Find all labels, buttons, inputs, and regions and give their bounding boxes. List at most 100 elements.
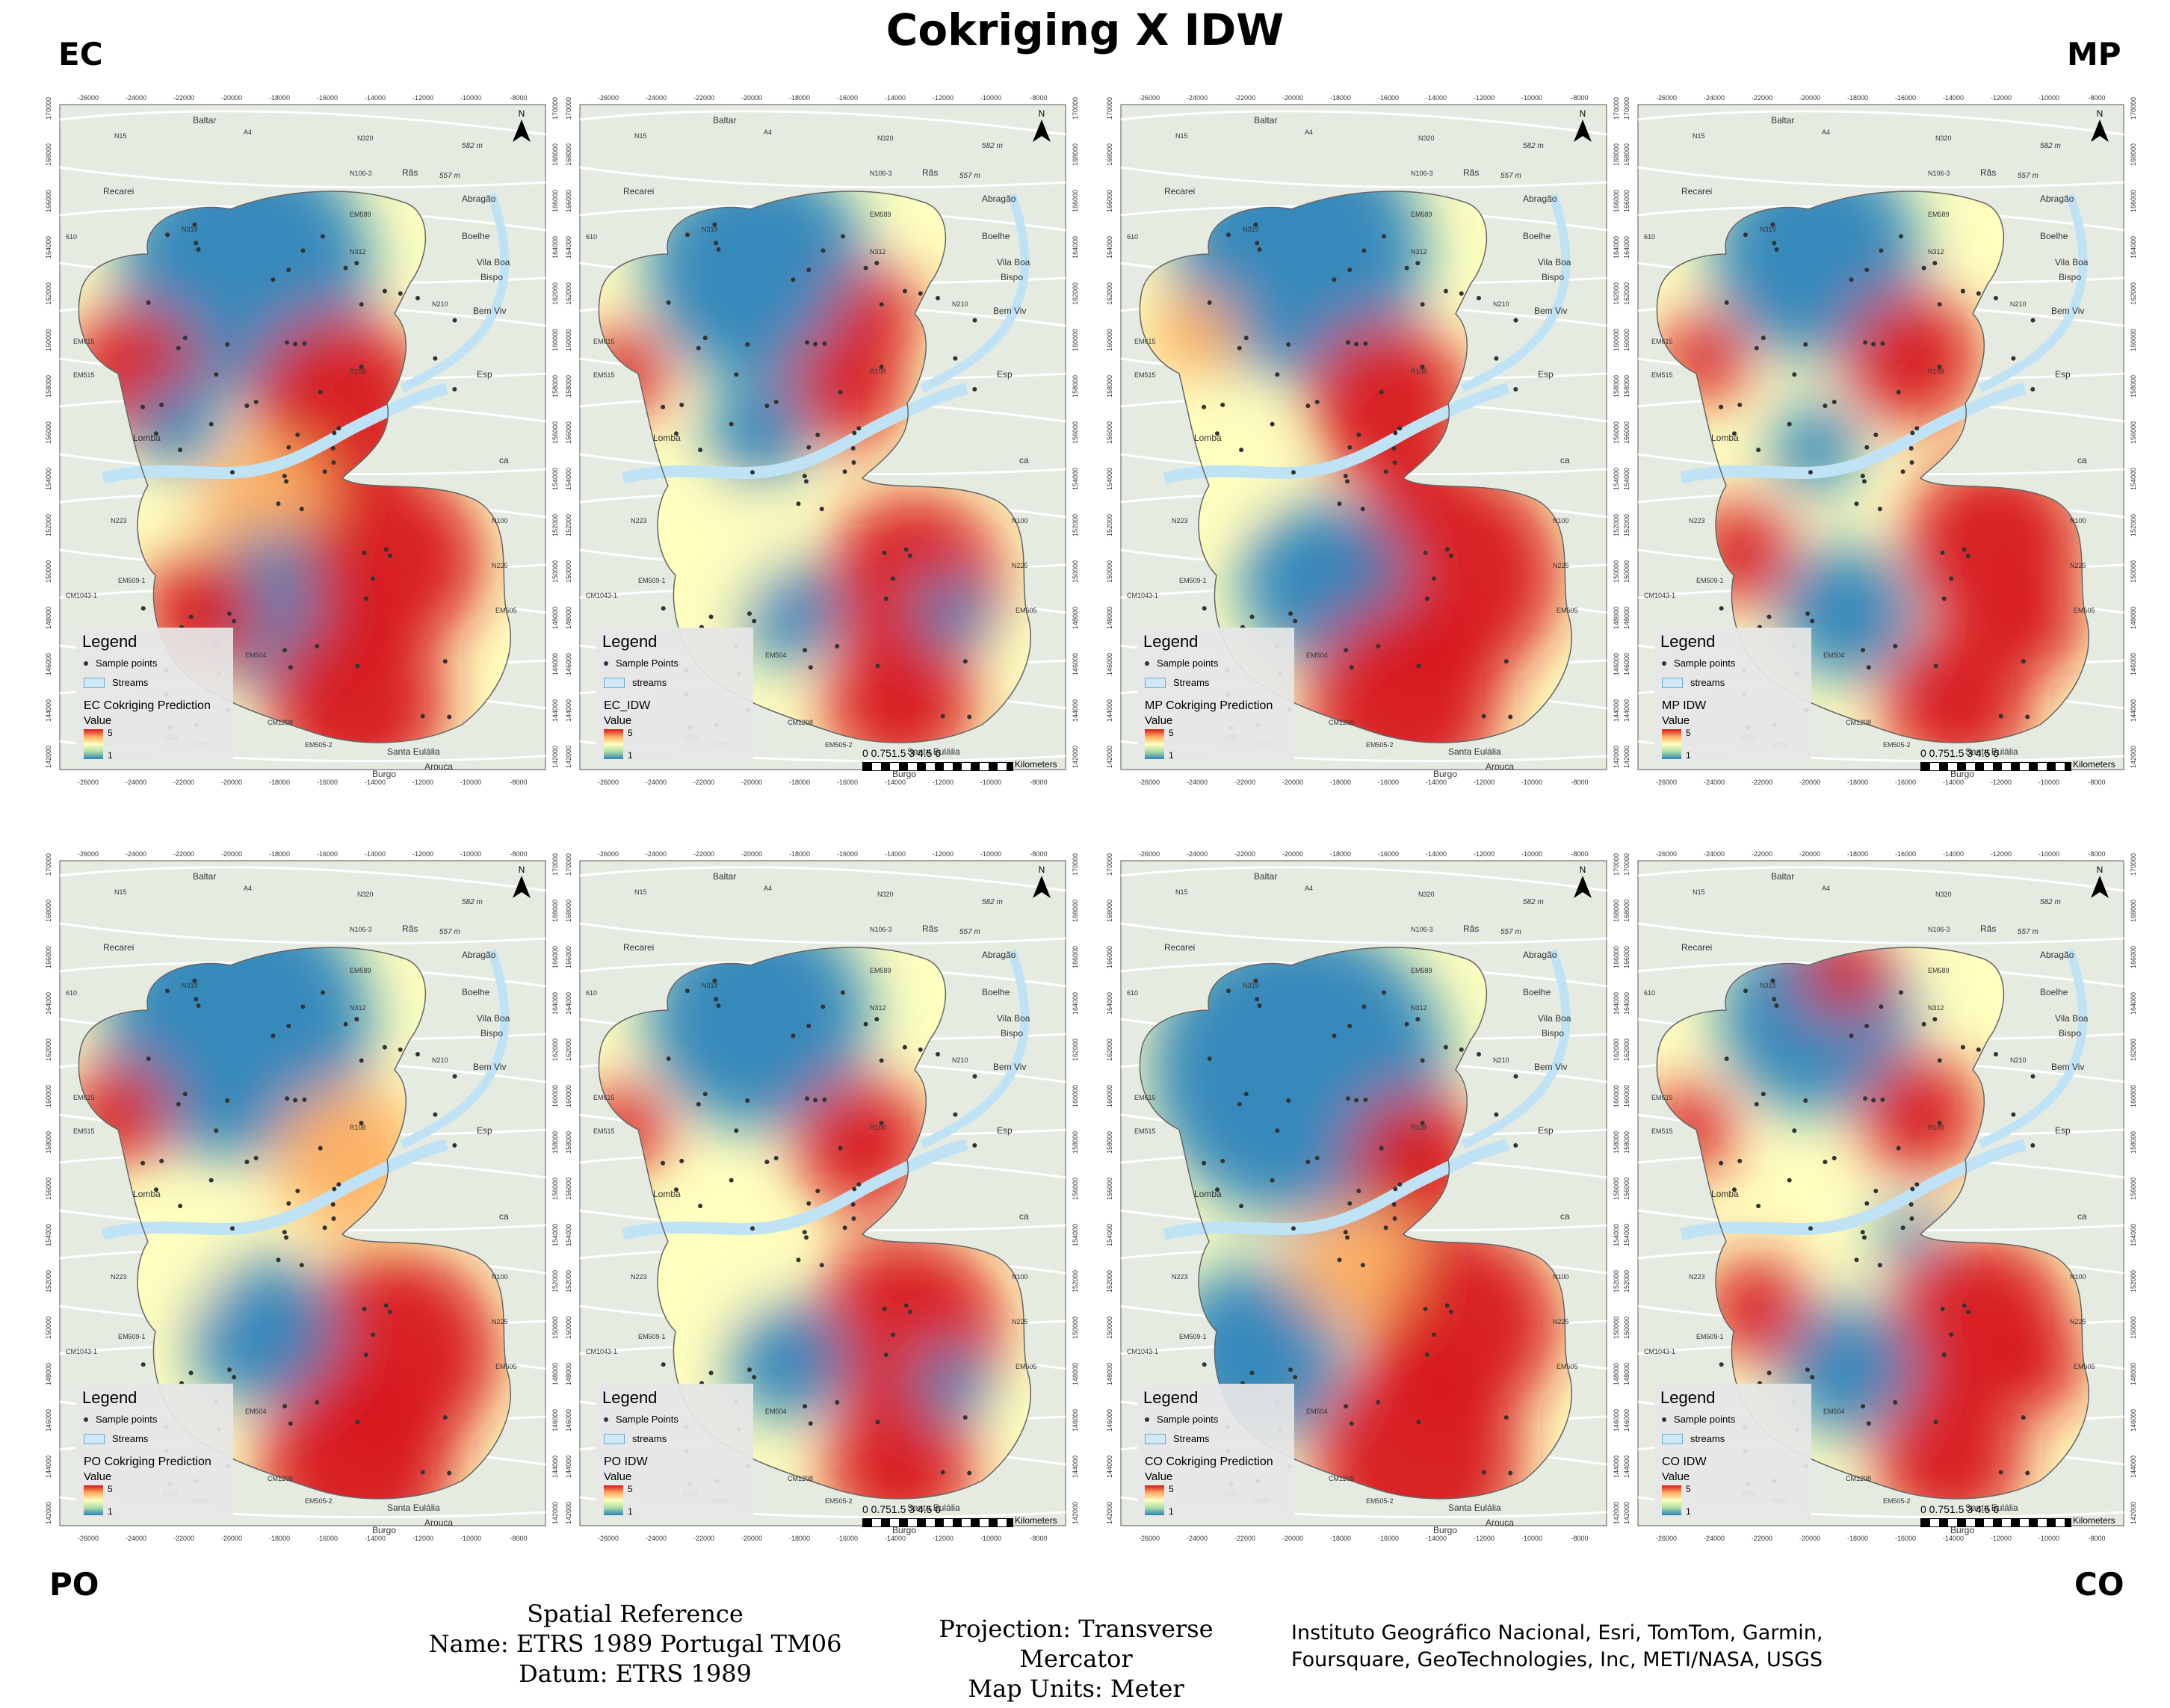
- x-tick-label: -22000: [1752, 94, 1772, 102]
- x-tick-label: -24000: [1704, 850, 1725, 858]
- road-label: N320: [877, 891, 894, 898]
- sample-point: [182, 335, 188, 341]
- sample-point: [146, 1056, 151, 1061]
- road-label: N223: [631, 1273, 647, 1281]
- sample-point: [918, 291, 923, 296]
- y-tick-label: 142000: [1623, 1502, 1630, 1524]
- sample-point: [315, 643, 320, 649]
- map-panel-ec-cokriging: -26000 -26000 -24000 -24000 -22000 -22000 -200…: [43, 90, 566, 799]
- sample-point: [1808, 1226, 1813, 1231]
- y-tick-label: 152000: [551, 514, 559, 536]
- sample-point: [1940, 1306, 1945, 1311]
- sample-point: [734, 372, 739, 377]
- sample-point: [371, 1332, 376, 1337]
- sample-point: [773, 400, 779, 404]
- sample-point: [1314, 1156, 1320, 1160]
- spatial-reference-block: Spatial Reference Name: ETRS 1989 Portug…: [404, 1599, 867, 1689]
- x-tick-label: -20000: [1282, 1535, 1303, 1542]
- color-ramp: [1662, 729, 1681, 759]
- surface-blob: [1149, 291, 1239, 381]
- y-tick-label: 168000: [45, 900, 52, 922]
- sample-point: [1220, 402, 1225, 407]
- y-tick-label: 152000: [1072, 514, 1079, 536]
- sample-point: [1459, 291, 1464, 296]
- north-label: N: [1580, 864, 1586, 875]
- place-label: Burgo: [892, 769, 916, 779]
- place-label: Lomba: [1711, 433, 1739, 443]
- sample-point: [891, 1332, 896, 1337]
- sample-point: [1737, 1158, 1743, 1163]
- reservoir: [1978, 193, 2088, 393]
- y-tick-label: 164000: [1623, 236, 1630, 259]
- sample-point: [804, 1235, 809, 1240]
- sample-point: [359, 365, 364, 369]
- reservoir: [400, 193, 510, 393]
- road-label: N320: [357, 134, 374, 142]
- x-tick-label: -14000: [885, 1535, 906, 1542]
- sample-point: [433, 356, 438, 361]
- y-tick-label: 162000: [551, 1039, 559, 1061]
- y-tick-label: 162000: [1072, 1039, 1079, 1061]
- label-ec: EC: [58, 36, 103, 72]
- place-label: Rãs: [1463, 923, 1479, 934]
- scale-bar-unit: Kilometers: [1015, 1515, 1057, 1526]
- y-tick-label: 166000: [1623, 946, 1630, 968]
- sample-point: [1305, 1160, 1311, 1165]
- road-label: CM1208: [268, 1475, 293, 1482]
- sample-point: [1962, 1303, 1967, 1308]
- road-label: N319: [1243, 226, 1259, 233]
- sample-point: [1770, 978, 1775, 983]
- x-tick-label: -16000: [1895, 779, 1916, 786]
- scale-bar: 0 0.751.5 3 4.5 6 Kilometers: [862, 747, 1057, 785]
- surface-blob: [646, 191, 870, 381]
- road-label: N312: [870, 1004, 886, 1012]
- sample-point: [1288, 1367, 1293, 1373]
- y-tick-label: 158000: [551, 375, 559, 397]
- elevation-label: 582 m: [1523, 898, 1544, 906]
- sample-point-icon: [1145, 660, 1149, 666]
- sample-point: [1382, 234, 1386, 239]
- legend: Legend Sample points Streams MP Cokriging P…: [1137, 628, 1294, 762]
- road-label: N210: [1493, 300, 1509, 308]
- y-tick-label: 146000: [1623, 653, 1630, 675]
- y-tick-label: 154000: [551, 468, 559, 490]
- sample-point: [1257, 247, 1262, 252]
- sample-point: [1363, 1097, 1368, 1102]
- road-label: N210: [1493, 1056, 1509, 1064]
- road-label: N100: [2070, 1273, 2086, 1281]
- x-tick-label: -20000: [1799, 850, 1820, 858]
- road-label: N210: [432, 300, 448, 308]
- y-tick-label: 150000: [2130, 560, 2137, 583]
- scale-bar-labels: 0 0.751.5 3 4.5 6: [1920, 747, 2000, 759]
- road-label: N320: [1935, 891, 1952, 898]
- sample-point: [863, 1021, 868, 1027]
- surface-blob: [1306, 321, 1471, 486]
- sample-point: [194, 997, 199, 1002]
- sample-point: [1415, 1017, 1421, 1022]
- sample-point: [1900, 469, 1905, 474]
- road-label: EM504: [1823, 652, 1845, 659]
- y-tick-label: 148000: [1613, 607, 1620, 629]
- y-tick-label: 148000: [2130, 1363, 2137, 1385]
- legend-title: Legend: [1660, 1388, 1716, 1407]
- legend: Legend Sample points streams MP IDW Value 5 1: [1654, 628, 1811, 762]
- x-tick-label: -18000: [1847, 94, 1868, 102]
- y-tick-label: 156000: [1072, 1178, 1079, 1200]
- place-label: Vila Boa: [477, 1013, 510, 1024]
- sample-point: [1393, 1186, 1398, 1192]
- sample-point: [1761, 1092, 1766, 1097]
- north-label: N: [519, 864, 525, 875]
- road-label: N15: [1175, 132, 1188, 140]
- y-tick-label: 160000: [551, 329, 559, 351]
- road-label: EM589: [1411, 967, 1432, 974]
- x-tick-label: -10000: [460, 94, 481, 102]
- x-tick-label: -14000: [1943, 779, 1964, 786]
- sample-point: [359, 1121, 364, 1125]
- road-label: EM504: [245, 652, 267, 659]
- sample-point: [1854, 501, 1859, 507]
- sample-point: [295, 1189, 300, 1193]
- road-label: N223: [111, 517, 127, 525]
- sample-point: [1286, 342, 1291, 347]
- road-label: EM505: [2074, 1363, 2095, 1370]
- sample-point: [972, 387, 977, 392]
